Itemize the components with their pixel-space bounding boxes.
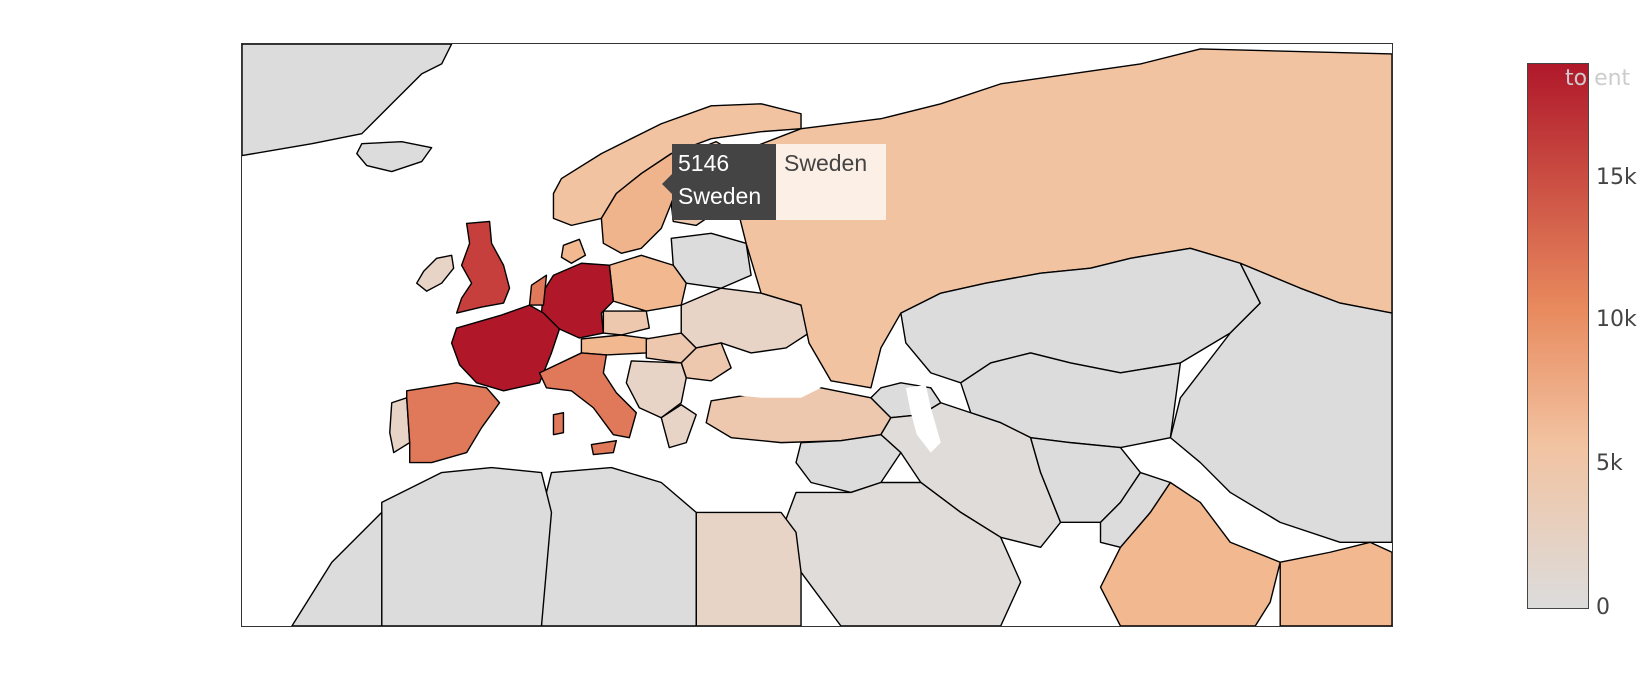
tooltip-trace-name: Sweden (784, 150, 868, 176)
country-sardinia[interactable] (552, 412, 565, 436)
country-iceland[interactable] (356, 140, 433, 173)
country-greece[interactable] (660, 404, 697, 449)
country-morocco[interactable] (291, 511, 383, 626)
country-sicily[interactable] (590, 439, 618, 456)
colorbar-tick-15k: 15k (1596, 165, 1637, 190)
tooltip-value: 5146 (678, 150, 730, 176)
country-denmark[interactable] (560, 238, 587, 264)
country-southeast-asia[interactable] (1279, 541, 1392, 626)
colorbar-tick-5k: 5k (1596, 451, 1623, 476)
country-portugal[interactable] (389, 397, 411, 454)
black-sea (721, 372, 821, 398)
country-spain[interactable] (406, 382, 501, 464)
country-united-kingdom[interactable] (455, 220, 511, 314)
country-ireland[interactable] (415, 254, 455, 292)
country-france[interactable] (450, 304, 561, 392)
country-poland[interactable] (608, 254, 687, 312)
tooltip-country: Sweden (678, 183, 762, 209)
country-egypt[interactable] (695, 511, 802, 626)
country-ukraine[interactable] (680, 287, 810, 354)
country-italy[interactable] (538, 352, 638, 439)
colorbar-tick-0: 0 (1596, 595, 1610, 620)
tooltip-arrow (662, 174, 672, 194)
country-greenland[interactable] (242, 44, 453, 157)
country-czechia[interactable] (602, 310, 650, 336)
colorbar-tick-10k: 10k (1596, 307, 1637, 332)
colorbar (1527, 63, 1589, 609)
country-austria[interactable] (580, 334, 652, 356)
caspian-sea (905, 384, 941, 453)
country-china[interactable] (1169, 262, 1392, 543)
map-plot-area[interactable] (241, 43, 1393, 627)
choropleth-map[interactable] (242, 44, 1392, 626)
country-balkans[interactable] (625, 360, 687, 419)
tooltip-value-box: 5146 Sweden (672, 144, 776, 220)
country-netherlands[interactable] (528, 274, 548, 306)
colorbar-title: to ent (1565, 66, 1631, 91)
country-libya[interactable] (540, 466, 697, 626)
country-algeria[interactable] (381, 466, 553, 626)
tooltip-trace-name-box: Sweden (776, 144, 886, 220)
